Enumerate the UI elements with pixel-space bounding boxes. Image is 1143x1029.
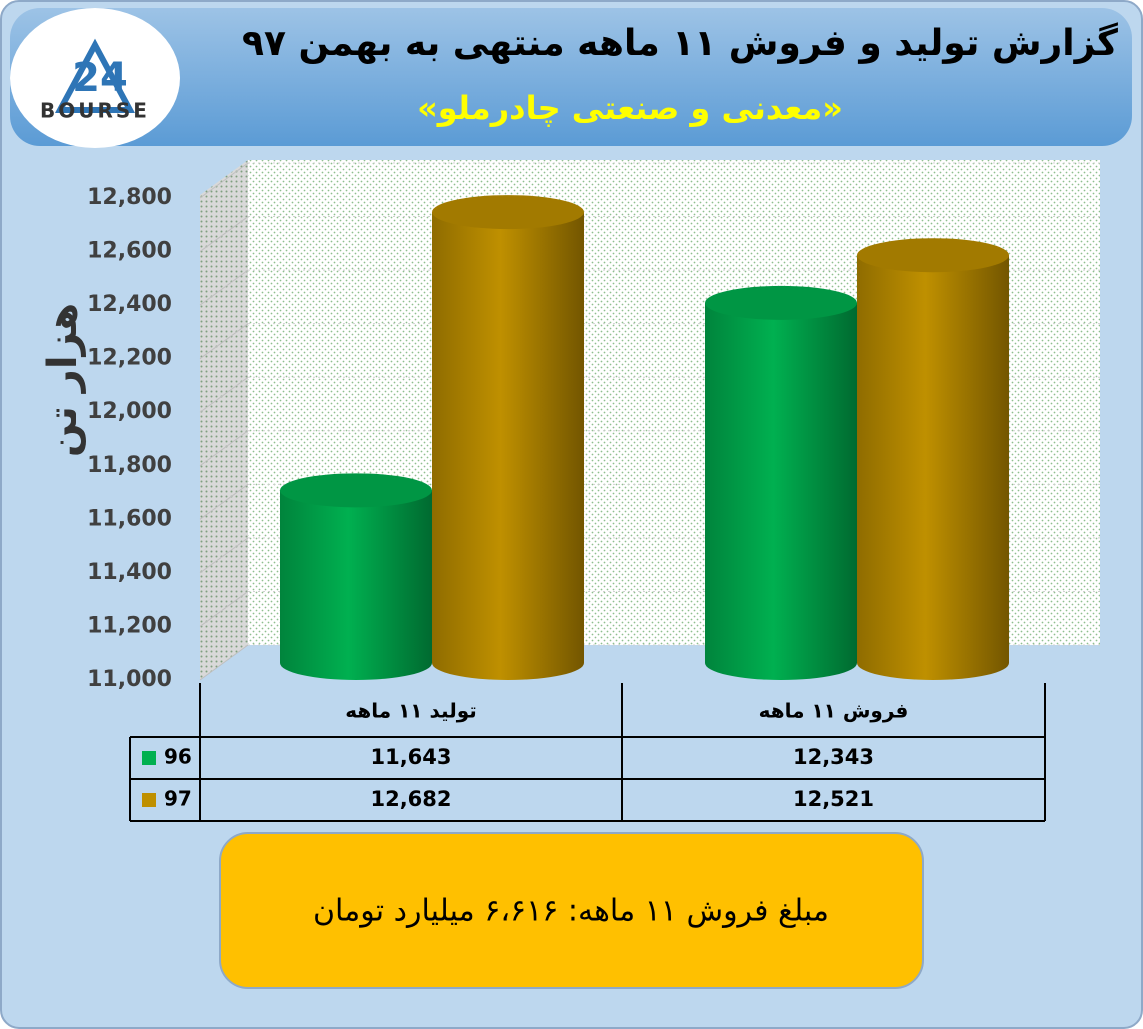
header [10, 8, 1132, 146]
logo-name: BOURSE [40, 99, 150, 123]
y-tick-label: 11,000 [87, 667, 172, 692]
chart-subtitle: «معدنی و صنعتی چادرملو» [417, 89, 843, 127]
side-wall [200, 160, 248, 680]
x-tick-label: فروش ۱۱ ماهه [759, 699, 909, 723]
grid-line [199, 216, 249, 252]
data-label: 12,343 [793, 745, 874, 769]
annotation: مبلغ فروش ۱۱ ماهه: ۶،۶۱۶ میلیارد تومان [313, 894, 829, 929]
x-tick-label: تولید ۱۱ ماهه [345, 699, 477, 723]
bar-top [705, 285, 857, 320]
logo-bg [10, 8, 180, 148]
bar [857, 238, 1009, 680]
bar-body [705, 302, 857, 680]
y-tick-label: 12,200 [87, 346, 172, 371]
bar [280, 473, 432, 680]
bar-top [280, 473, 432, 508]
y-tick-label: 12,600 [87, 239, 172, 264]
data-label: 12,682 [370, 787, 451, 811]
grid-line [199, 269, 249, 306]
legend-swatch [142, 793, 156, 807]
y-tick-label: 12,000 [87, 399, 172, 424]
grid-line [199, 591, 249, 627]
bar-body [857, 255, 1009, 680]
grid-line [199, 537, 249, 574]
chart-title: گزارش تولید و فروش ۱۱ ماهه منتهی به بهمن… [242, 22, 1118, 64]
logo-icon [54, 38, 136, 113]
y-tick-label: 11,200 [87, 613, 172, 638]
grid-line [199, 162, 249, 199]
legend-swatch [142, 751, 156, 765]
bar [705, 285, 857, 680]
bar [432, 195, 584, 680]
grid-line [199, 430, 249, 467]
y-tick-label: 12,400 [87, 292, 172, 317]
grid-line [199, 323, 249, 360]
y-tick-label: 11,400 [87, 560, 172, 585]
y-axis-label: هزار تن [40, 303, 86, 457]
annotation-box [219, 832, 924, 989]
data-label: 12,521 [793, 787, 874, 811]
grid-line [199, 644, 249, 681]
logo-number: 24 [72, 55, 128, 101]
bar-top [857, 238, 1009, 273]
y-tick-label: 11,600 [87, 506, 172, 531]
legend-label: 97 [164, 787, 192, 811]
bar-top [432, 195, 584, 230]
y-tick-label: 12,800 [87, 185, 172, 210]
data-label: 11,643 [370, 745, 451, 769]
y-tick-label: 11,800 [87, 453, 172, 478]
grid-line [199, 483, 249, 520]
legend-label: 96 [164, 745, 192, 769]
grid-line [199, 376, 249, 413]
bar-body [280, 490, 432, 680]
bar-body [432, 212, 584, 680]
